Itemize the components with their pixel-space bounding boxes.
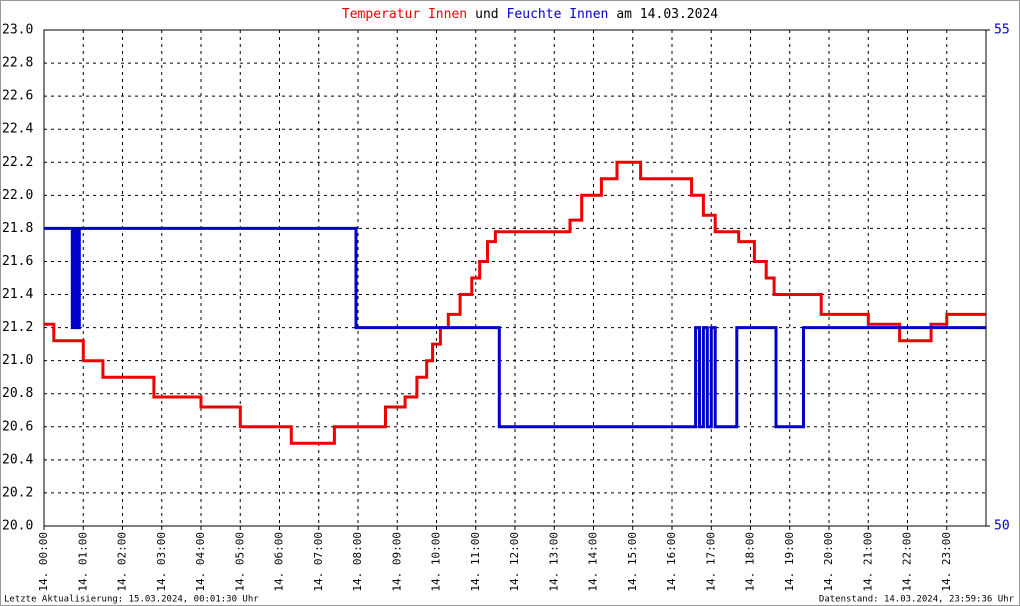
chart-title: Temperatur Innen und Feuchte Innen am 14.03… <box>342 7 718 22</box>
x-tick-label: 14. 06:00 <box>273 532 286 592</box>
title-joiner: und <box>475 7 498 22</box>
x-tick-label: 14. 00:00 <box>37 532 50 592</box>
y-tick-label: 23.0 <box>2 23 33 38</box>
y-tick-label: 22.0 <box>2 188 33 203</box>
y-tick-label: 20.6 <box>2 419 33 434</box>
x-tick-label: 14. 17:00 <box>704 532 717 592</box>
y-tick-label: 20.0 <box>2 519 33 534</box>
y-tick-label: 22.6 <box>2 89 33 104</box>
y-tick-label: 22.2 <box>2 155 33 170</box>
x-tick-label: 14. 22:00 <box>901 532 914 592</box>
y-tick-label: 20.2 <box>2 485 33 500</box>
x-tick-label: 14. 08:00 <box>351 532 364 592</box>
x-tick-label: 14. 15:00 <box>626 532 639 592</box>
y-tick-label: 20.4 <box>2 452 33 467</box>
x-tick-label: 14. 23:00 <box>940 532 953 592</box>
x-tick-label: 14. 04:00 <box>194 532 207 592</box>
y-tick-label: 21.8 <box>2 221 33 236</box>
x-tick-label: 14. 10:00 <box>430 532 443 592</box>
title-suffix: am 14.03.2024 <box>616 7 718 22</box>
y2-tick-label: 50 <box>994 519 1010 534</box>
y-tick-label: 22.8 <box>2 56 33 71</box>
y-tick-label: 21.0 <box>2 353 33 368</box>
x-tick-label: 14. 05:00 <box>233 532 246 592</box>
y-tick-label: 21.6 <box>2 254 33 269</box>
y-tick-label: 21.2 <box>2 320 33 335</box>
series-line <box>44 226 986 429</box>
y-tick-label: 20.8 <box>2 386 33 401</box>
footer-right: Datenstand: 14.03.2024, 23:59:36 Uhr <box>819 595 1015 605</box>
series-line <box>44 160 986 445</box>
x-tick-label: 14. 11:00 <box>469 532 482 592</box>
x-tick-label: 14. 16:00 <box>665 532 678 592</box>
x-tick-label: 14. 13:00 <box>547 532 560 592</box>
x-tick-label: 14. 21:00 <box>861 532 874 592</box>
title-series-1: Temperatur Innen <box>342 7 467 22</box>
footer-left: Letzte Aktualisierung: 15.03.2024, 00:01… <box>4 595 259 605</box>
x-tick-label: 14. 03:00 <box>155 532 168 592</box>
x-tick-label: 14. 14:00 <box>587 532 600 592</box>
x-tick-label: 14. 19:00 <box>783 532 796 592</box>
x-tick-label: 14. 02:00 <box>116 532 129 592</box>
y-tick-label: 21.4 <box>2 287 33 302</box>
y2-tick-label: 55 <box>994 23 1010 38</box>
x-tick-label: 14. 07:00 <box>312 532 325 592</box>
x-tick-label: 14. 18:00 <box>744 532 757 592</box>
plot-border <box>43 29 987 527</box>
x-tick-label: 14. 09:00 <box>390 532 403 592</box>
x-tick-label: 14. 20:00 <box>822 532 835 592</box>
x-tick-label: 14. 12:00 <box>508 532 521 592</box>
x-tick-label: 14. 01:00 <box>76 532 89 592</box>
y-tick-label: 22.4 <box>2 122 33 137</box>
title-series-2: Feuchte Innen <box>507 7 609 22</box>
